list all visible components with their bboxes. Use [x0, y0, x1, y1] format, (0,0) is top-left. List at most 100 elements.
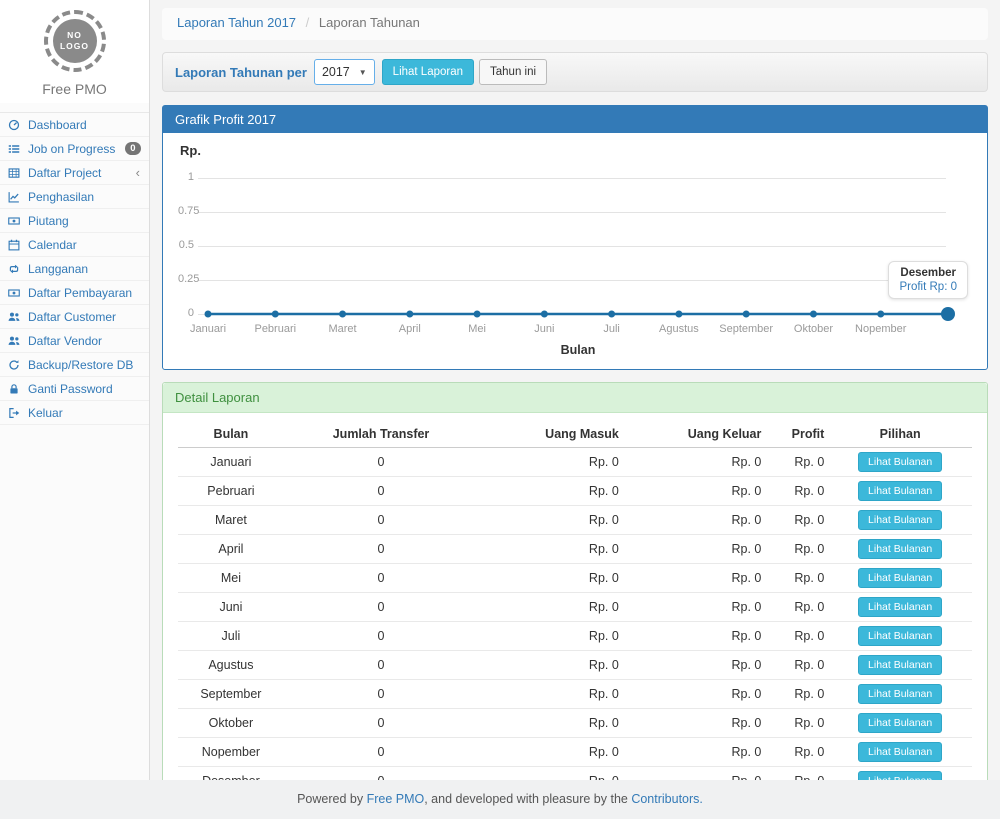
cell-jumlah-transfer: 0 — [284, 738, 478, 767]
sidebar-item-penghasilan[interactable]: Penghasilan — [0, 185, 149, 209]
cell-profit: Rp. 0 — [765, 651, 828, 680]
lihat-bulanan-button[interactable]: Lihat Bulanan — [858, 742, 942, 762]
cell-bulan: April — [178, 535, 284, 564]
signout-icon — [8, 407, 24, 419]
detail-panel-title: Detail Laporan — [163, 383, 987, 413]
cell-uang-masuk: Rp. 0 — [478, 593, 623, 622]
report-controls: Laporan Tahunan per 2017 ▼ Lihat Laporan… — [162, 52, 988, 92]
table-row: Maret 0 Rp. 0 Rp. 0 Rp. 0 Lihat Bulanan — [178, 506, 972, 535]
sidebar-item-piutang[interactable]: Piutang — [0, 209, 149, 233]
table-row: Pebruari 0 Rp. 0 Rp. 0 Rp. 0 Lihat Bulan… — [178, 477, 972, 506]
sidebar-item-label: Daftar Pembayaran — [28, 286, 132, 300]
cell-pilihan: Lihat Bulanan — [828, 709, 972, 738]
cell-uang-keluar: Rp. 0 — [623, 448, 766, 477]
sidebar-item-backup-restore-db[interactable]: Backup/Restore DB — [0, 353, 149, 377]
cell-pilihan: Lihat Bulanan — [828, 506, 972, 535]
cell-bulan: Oktober — [178, 709, 284, 738]
lihat-bulanan-button[interactable]: Lihat Bulanan — [858, 452, 942, 472]
logo-text-line1: NO — [67, 30, 82, 41]
table-row: Juli 0 Rp. 0 Rp. 0 Rp. 0 Lihat Bulanan — [178, 622, 972, 651]
main-content: Laporan Tahun 2017 / Laporan Tahunan Lap… — [151, 0, 1000, 819]
lihat-bulanan-button[interactable]: Lihat Bulanan — [858, 481, 942, 501]
lihat-bulanan-button[interactable]: Lihat Bulanan — [858, 510, 942, 530]
tahun-ini-button[interactable]: Tahun ini — [479, 59, 547, 85]
cell-uang-masuk: Rp. 0 — [478, 535, 623, 564]
header-pilihan: Pilihan — [828, 421, 972, 448]
sidebar-item-dashboard[interactable]: Dashboard — [0, 113, 149, 137]
cell-jumlah-transfer: 0 — [284, 535, 478, 564]
cell-bulan: Juni — [178, 593, 284, 622]
sidebar-item-daftar-vendor[interactable]: Daftar Vendor — [0, 329, 149, 353]
cell-jumlah-transfer: 0 — [284, 709, 478, 738]
refresh-icon — [8, 359, 24, 371]
chevron-left-icon: ‹ — [136, 166, 140, 179]
cell-uang-keluar: Rp. 0 — [623, 709, 766, 738]
cell-pilihan: Lihat Bulanan — [828, 477, 972, 506]
cell-bulan: September — [178, 680, 284, 709]
cell-uang-masuk: Rp. 0 — [478, 680, 623, 709]
footer-freepmo-link[interactable]: Free PMO — [367, 792, 425, 806]
lihat-bulanan-button[interactable]: Lihat Bulanan — [858, 684, 942, 704]
footer-prefix: Powered by — [297, 792, 366, 806]
breadcrumb-link[interactable]: Laporan Tahun 2017 — [177, 15, 296, 30]
sidebar-item-label: Dashboard — [28, 118, 87, 132]
footer: Powered by Free PMO, and developed with … — [0, 780, 1000, 819]
sidebar-item-label: Job on Progress — [28, 142, 115, 156]
chart-canvas: Rp. Bulan Desember Profit Rp: 0 10.750.5… — [163, 133, 987, 369]
lihat-bulanan-button[interactable]: Lihat Bulanan — [858, 597, 942, 617]
breadcrumb-current: Laporan Tahunan — [319, 15, 420, 30]
detail-report-panel: Detail Laporan Bulan Jumlah Transfer Uan… — [162, 382, 988, 819]
cell-uang-masuk: Rp. 0 — [478, 709, 623, 738]
profit-line-series — [178, 143, 974, 359]
sidebar-item-label: Daftar Customer — [28, 310, 116, 324]
cell-pilihan: Lihat Bulanan — [828, 448, 972, 477]
sidebar-item-daftar-pembayaran[interactable]: Daftar Pembayaran — [0, 281, 149, 305]
sidebar-item-langganan[interactable]: Langganan — [0, 257, 149, 281]
cell-uang-masuk: Rp. 0 — [478, 564, 623, 593]
sidebar: NO LOGO Free PMO Dashboard Job on Progre… — [0, 0, 150, 780]
cell-uang-keluar: Rp. 0 — [623, 477, 766, 506]
cell-uang-keluar: Rp. 0 — [623, 680, 766, 709]
sidebar-item-label: Backup/Restore DB — [28, 358, 133, 372]
year-select[interactable]: 2017 ▼ — [314, 59, 375, 85]
sidebar-item-job-on-progress[interactable]: Job on Progress 0 — [0, 137, 149, 161]
cell-uang-keluar: Rp. 0 — [623, 622, 766, 651]
sidebar-item-ganti-password[interactable]: Ganti Password — [0, 377, 149, 401]
no-logo-badge: NO LOGO — [44, 10, 106, 72]
cell-bulan: Nopember — [178, 738, 284, 767]
cell-jumlah-transfer: 0 — [284, 680, 478, 709]
lihat-bulanan-button[interactable]: Lihat Bulanan — [858, 655, 942, 675]
cell-uang-masuk: Rp. 0 — [478, 622, 623, 651]
tooltip-value: Profit Rp: 0 — [899, 281, 957, 293]
sidebar-item-label: Calendar — [28, 238, 77, 252]
cell-uang-masuk: Rp. 0 — [478, 651, 623, 680]
lihat-bulanan-button[interactable]: Lihat Bulanan — [858, 568, 942, 588]
sidebar-item-calendar[interactable]: Calendar — [0, 233, 149, 257]
sidebar-item-daftar-customer[interactable]: Daftar Customer — [0, 305, 149, 329]
cell-profit: Rp. 0 — [765, 448, 828, 477]
footer-contributors-link[interactable]: Contributors. — [631, 792, 703, 806]
sidebar-item-daftar-project[interactable]: Daftar Project ‹ — [0, 161, 149, 185]
table-row: Nopember 0 Rp. 0 Rp. 0 Rp. 0 Lihat Bulan… — [178, 738, 972, 767]
users-icon — [8, 335, 24, 347]
cell-profit: Rp. 0 — [765, 506, 828, 535]
header-profit: Profit — [765, 421, 828, 448]
chart-tooltip: Desember Profit Rp: 0 — [888, 261, 968, 299]
sidebar-item-keluar[interactable]: Keluar — [0, 401, 149, 425]
cell-profit: Rp. 0 — [765, 535, 828, 564]
year-select-value: 2017 — [322, 65, 350, 79]
lihat-bulanan-button[interactable]: Lihat Bulanan — [858, 713, 942, 733]
cell-pilihan: Lihat Bulanan — [828, 738, 972, 767]
lihat-bulanan-button[interactable]: Lihat Bulanan — [858, 626, 942, 646]
lihat-laporan-button[interactable]: Lihat Laporan — [382, 59, 474, 85]
cell-profit: Rp. 0 — [765, 564, 828, 593]
cell-bulan: Maret — [178, 506, 284, 535]
sidebar-item-label: Piutang — [28, 214, 69, 228]
sidebar-item-label: Daftar Project — [28, 166, 101, 180]
cell-uang-keluar: Rp. 0 — [623, 738, 766, 767]
table-row: April 0 Rp. 0 Rp. 0 Rp. 0 Lihat Bulanan — [178, 535, 972, 564]
table-row: Agustus 0 Rp. 0 Rp. 0 Rp. 0 Lihat Bulana… — [178, 651, 972, 680]
sidebar-item-label: Penghasilan — [28, 190, 94, 204]
lihat-bulanan-button[interactable]: Lihat Bulanan — [858, 539, 942, 559]
table-row: Juni 0 Rp. 0 Rp. 0 Rp. 0 Lihat Bulanan — [178, 593, 972, 622]
